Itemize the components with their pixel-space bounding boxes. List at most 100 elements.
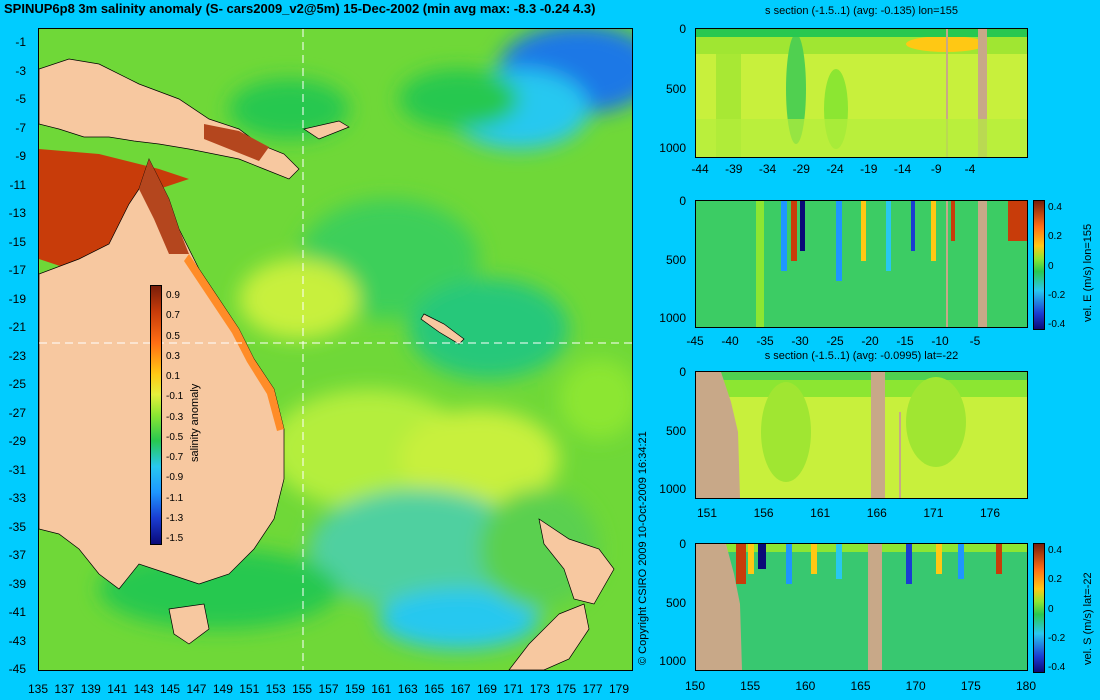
panel2-y-tick: 0: [679, 194, 686, 208]
panel1-y-ticks: 0 500 1000: [650, 23, 690, 158]
map-lat-tick: -13: [8, 206, 26, 220]
map-colorbar-tick: -0.9: [166, 472, 184, 484]
map-lat-tick: -25: [8, 377, 26, 391]
panel1-x-tick: -9: [930, 162, 942, 176]
map-lon-tick: 171: [503, 682, 524, 696]
map-lon-tick: 161: [371, 682, 392, 696]
map-lat-tick: -17: [8, 263, 26, 277]
map-lon-tick: 147: [186, 682, 207, 696]
panel3-x-tick: 161: [810, 506, 831, 520]
map-lat-tick: -9: [15, 149, 26, 163]
panel3-y-tick: 0: [679, 365, 686, 379]
salinity-map-svg: [39, 29, 632, 670]
panel1-section: [695, 28, 1028, 158]
map-lat-tick: -21: [8, 320, 26, 334]
new-zealand-south: [508, 603, 590, 670]
map-lat-tick: -5: [15, 92, 26, 106]
panel3-land: [696, 372, 740, 498]
panel4-colorbar-tick: 0.4: [1048, 545, 1062, 556]
panel4-x-tick: 155: [740, 679, 761, 693]
map-lon-tick: 163: [397, 682, 418, 696]
copyright-note: © Copyright CSIRO 2009 10-Oct-2009 16:34…: [637, 431, 649, 665]
map-lat-ticks: -1 -3 -5 -7 -9 -11 -13 -15 -17 -19 -21 -23 -25 -27 -29…: [0, 28, 36, 675]
panel4-x-tick: 160: [795, 679, 816, 693]
east-coast-anomaly: [184, 254, 284, 431]
panel4-y-tick: 500: [665, 595, 686, 610]
map-lon-tick: 175: [556, 682, 577, 696]
panel2-x-tick: -20: [861, 334, 879, 348]
panel2-section: [695, 200, 1028, 328]
map-lat-tick: -45: [8, 662, 26, 676]
panel4-section: [695, 543, 1028, 671]
panel1-x-tick: -24: [826, 162, 844, 176]
map-lon-tick: 177: [582, 682, 603, 696]
map-lon-tick: 167: [450, 682, 471, 696]
map-colorbar-tick: -0.3: [166, 411, 184, 423]
panel1-x-tick: -29: [792, 162, 810, 176]
panel1-x-ticks: -44 -39 -34 -29 -24 -19 -14 -9 -4: [691, 162, 1028, 177]
new-britain: [303, 120, 350, 140]
map-lat-tick: -39: [8, 576, 26, 591]
panel4-colorbar-tick: -0.2: [1048, 632, 1066, 644]
panel1-y-tick: 1000: [659, 141, 686, 155]
panel2-x-tick: -35: [756, 334, 774, 348]
panel2-y-tick: 1000: [659, 311, 686, 325]
map-colorbar-tick: 0.5: [166, 330, 180, 342]
map-colorbar-tick: -1.3: [166, 512, 184, 524]
map-lat-tick: -31: [8, 462, 26, 477]
new-guinea-highlands: [204, 124, 269, 161]
new-zealand-north: [538, 518, 615, 605]
panel1-x-tick: -14: [893, 162, 912, 176]
panel3-y-tick: 500: [665, 423, 686, 438]
map-colorbar-label: salinity anomaly: [189, 383, 201, 462]
map-lat-tick: -29: [8, 434, 26, 448]
panel1-x-tick: -4: [964, 162, 976, 176]
panel2-colorbar-tick: -0.4: [1048, 319, 1066, 330]
map-lon-tick: 145: [160, 682, 181, 696]
panel3-x-tick: 171: [923, 506, 944, 520]
map-lat-tick: -37: [8, 548, 26, 562]
panel3-section: [695, 371, 1028, 499]
map-lon-tick: 143: [133, 682, 154, 696]
map-colorbar-tick: -0.7: [166, 452, 184, 463]
panel2-colorbar-ticks: 0.4 0.2 0 -0.2 -0.4: [1048, 200, 1078, 330]
map-lon-tick: 173: [529, 682, 550, 696]
map-lon-tick: 139: [80, 682, 101, 696]
map-lon-tick: 155: [292, 682, 313, 696]
panel3-x-tick: 156: [753, 506, 774, 520]
panel2-colorbar: [1033, 200, 1045, 330]
panel4-colorbar-tick: 0.2: [1048, 574, 1062, 586]
panel2-x-tick: -40: [721, 334, 739, 348]
panel2-colorbar-tick: 0: [1048, 260, 1054, 272]
panel4-x-tick: 170: [905, 679, 926, 693]
panel4-colorbar-tick: 0: [1048, 603, 1054, 615]
panel1-x-tick: -34: [758, 162, 777, 176]
map-lon-tick: 153: [265, 682, 286, 696]
chart-title: SPINUP6p8 3m salinity anomaly (S- cars20…: [4, 1, 596, 16]
panel3-x-ticks: 151 156 161 166 171 176: [695, 507, 1028, 521]
panel1-y-tick: 500: [665, 81, 686, 96]
map-lon-tick: 141: [107, 682, 128, 696]
map-lat-tick: -35: [8, 519, 26, 534]
map-colorbar-tick: 0.1: [166, 371, 180, 382]
panel2-y-tick: 500: [665, 252, 686, 267]
panel2-x-ticks: -45 -40 -35 -30 -25 -20 -15 -10 -5: [686, 334, 1028, 349]
map-colorbar-tick: 0.3: [166, 350, 180, 362]
map-lon-tick: 135: [27, 682, 49, 696]
map-colorbar-ticks: 0.9 0.7 0.5 0.3 0.1 -0.1 -0.3 -0.5 -0.7 -0.9 -1.1 -…: [166, 285, 196, 544]
map-lon-ticks: 135 137 139 141 143 145 147 149 151 153 155 157 159 1…: [28, 682, 633, 697]
map-lat-tick: -43: [8, 633, 26, 648]
map-lon-tick: 137: [54, 682, 75, 696]
panel2-y-ticks: 0 500 1000: [650, 195, 690, 328]
panel4-y-ticks: 0 500 1000: [650, 538, 690, 671]
map-lon-tick: 157: [318, 682, 339, 696]
panel3-title: s section (-1.5..1) (avg: -0.0995) lat=-…: [764, 350, 959, 362]
panel4-land: [696, 544, 742, 670]
panel4-x-ticks: 150 155 160 165 170 175 180: [685, 679, 1036, 694]
map-colorbar-tick: 0.9: [166, 290, 180, 301]
panel4-colorbar-label: vel. S (m/s) lat=-22: [1082, 572, 1094, 665]
panel2-x-tick: -45: [686, 334, 704, 348]
map-colorbar-tick: -0.5: [166, 431, 184, 443]
map-lat-tick: -7: [15, 120, 26, 135]
map-lon-tick: 165: [424, 682, 445, 696]
